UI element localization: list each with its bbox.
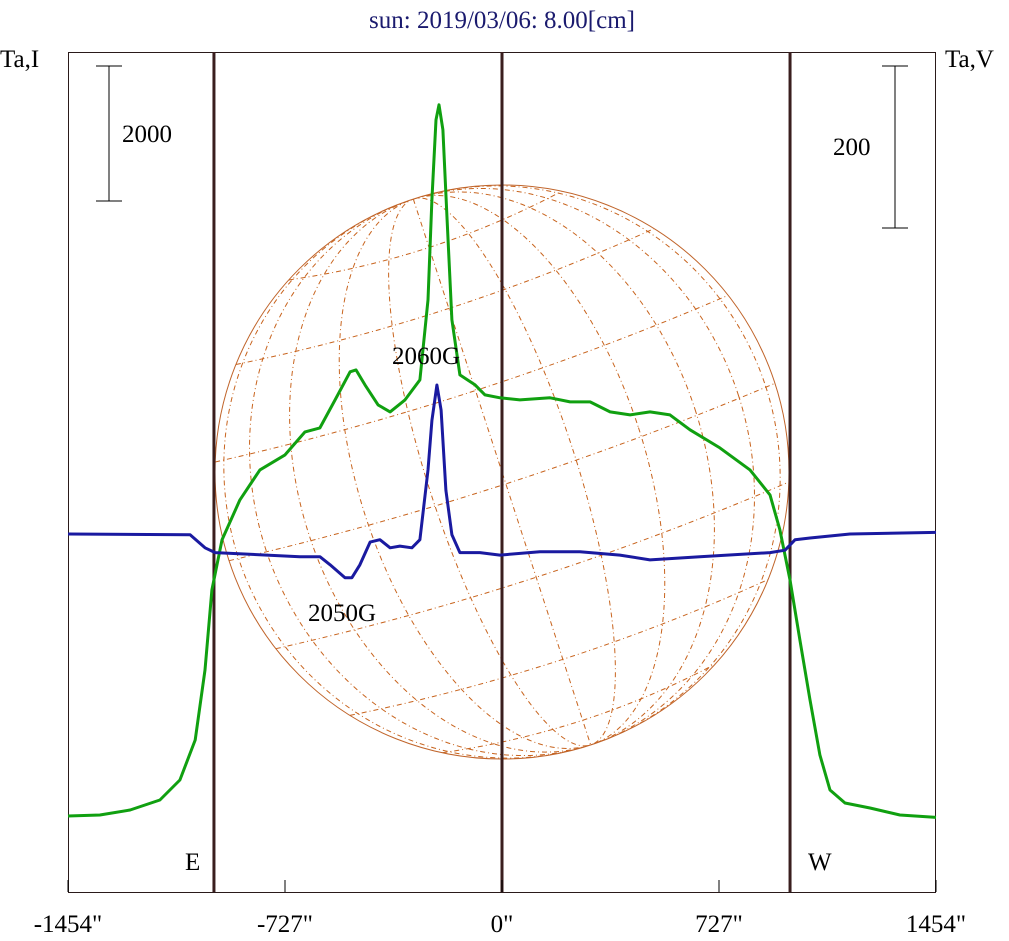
right-scale-bar [882,65,908,229]
x-tick-label: 1454" [906,911,966,938]
left-scale-bar [96,65,122,202]
x-tick-label: 727" [695,911,743,938]
west-limb-label: W [808,849,832,876]
annotation-2060G: 2060G [392,343,460,370]
parallel-line [235,228,655,365]
parallel-line [228,382,776,562]
x-tick-label: -1454" [34,911,103,938]
chart-title: sun: 2019/03/06: 8.00[cm] [369,7,635,34]
parallel-line [349,579,769,716]
parallel-line [215,294,729,463]
east-limb-label: E [185,849,200,876]
annotation-2050G: 2050G [308,600,376,627]
series-stokes-i-line [67,103,937,819]
parallel-line [442,663,716,754]
right-axis-label: Ta,V [945,46,994,73]
meridian-line [338,194,666,750]
left-axis-label: Ta,I [0,46,39,73]
series-stokes-v-line [67,383,937,580]
parallel-line [275,481,790,650]
left-scale-bar-label: 2000 [122,121,172,148]
right-scale-bar-label: 200 [833,134,871,161]
x-tick-label: 0" [491,911,514,938]
x-tick-label: -727" [257,911,313,938]
